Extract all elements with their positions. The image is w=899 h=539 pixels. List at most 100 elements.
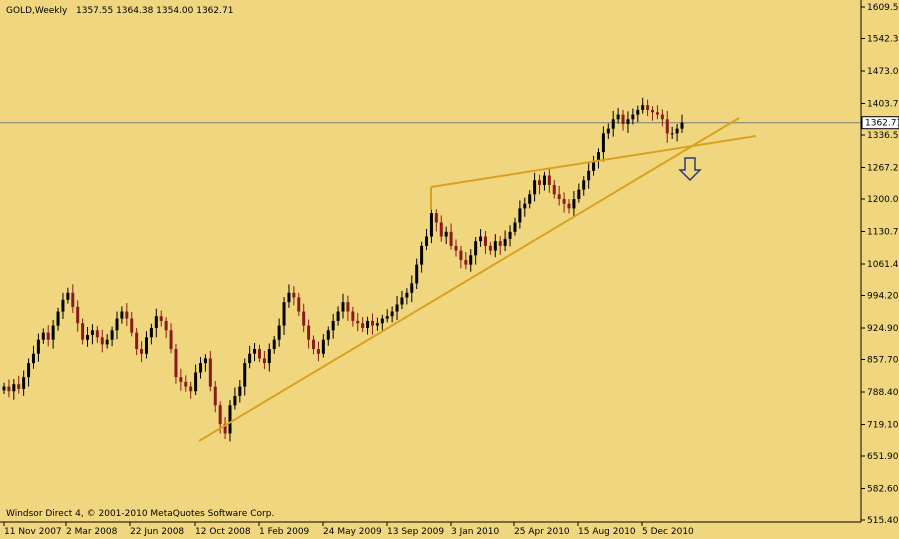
candle bbox=[395, 296, 399, 320]
candle-body bbox=[675, 128, 679, 134]
candles bbox=[2, 97, 684, 442]
candle bbox=[61, 292, 65, 320]
arrow-down-icon[interactable] bbox=[678, 157, 702, 182]
candle-body bbox=[375, 323, 379, 326]
candle-body bbox=[90, 330, 94, 335]
y-tick-label: 1542.30 bbox=[867, 35, 899, 45]
candle bbox=[144, 331, 148, 359]
candle-body bbox=[179, 377, 183, 382]
candle-body bbox=[257, 349, 261, 359]
x-tick-label: 24 May 2009 bbox=[323, 527, 382, 537]
candle-body bbox=[601, 133, 605, 153]
candle bbox=[390, 306, 394, 323]
candle-body bbox=[400, 297, 404, 305]
candle-body bbox=[174, 349, 178, 378]
candle bbox=[90, 324, 94, 345]
candle-body bbox=[312, 339, 316, 350]
candle-body bbox=[464, 259, 468, 265]
candle bbox=[238, 379, 242, 403]
candle bbox=[508, 225, 512, 247]
candle bbox=[410, 275, 414, 303]
candle-body bbox=[199, 363, 203, 373]
candle bbox=[179, 368, 183, 391]
candle-body bbox=[267, 349, 271, 364]
candle-body bbox=[572, 199, 576, 209]
y-tick-label: 651.90 bbox=[867, 452, 899, 462]
candle bbox=[493, 234, 497, 258]
candle bbox=[248, 345, 252, 369]
candle bbox=[253, 342, 257, 362]
candle-body bbox=[51, 325, 55, 340]
candle-body bbox=[479, 236, 483, 242]
candle-body bbox=[552, 184, 556, 195]
candle-body bbox=[184, 381, 188, 387]
candle bbox=[665, 110, 669, 143]
candle bbox=[641, 97, 645, 114]
candle bbox=[425, 229, 429, 251]
candle bbox=[326, 326, 330, 346]
candle-body bbox=[444, 231, 448, 237]
y-tick-label: 1267.20 bbox=[867, 163, 899, 173]
candle-body bbox=[611, 119, 615, 129]
chart-copyright: Windsor Direct 4, © 2001-2010 MetaQuotes… bbox=[6, 509, 274, 519]
candle bbox=[66, 287, 70, 304]
price-axis: 1609.50 1542.30 1473.00 1403.70 1336.50 1267.… bbox=[0, 3, 899, 526]
candle-body bbox=[61, 299, 65, 312]
candle-body bbox=[410, 283, 414, 293]
candle bbox=[626, 111, 630, 133]
trendline-resistance[interactable] bbox=[430, 135, 757, 188]
candle bbox=[405, 288, 409, 305]
candle bbox=[542, 171, 546, 191]
candle-body bbox=[655, 112, 659, 115]
candle bbox=[149, 323, 153, 345]
candle-body bbox=[238, 386, 242, 396]
candle bbox=[533, 172, 537, 202]
candle-body bbox=[164, 320, 168, 331]
candle-body bbox=[538, 180, 542, 185]
candle-body bbox=[395, 304, 399, 312]
candle bbox=[257, 344, 261, 363]
candle bbox=[636, 105, 640, 123]
candle bbox=[483, 230, 487, 254]
candle bbox=[199, 357, 203, 379]
candle-body bbox=[95, 330, 99, 338]
candle-body bbox=[493, 241, 497, 251]
candle-body bbox=[248, 353, 252, 364]
candle bbox=[415, 258, 419, 290]
candle bbox=[469, 249, 473, 272]
candle-body bbox=[621, 114, 625, 124]
candle bbox=[302, 303, 306, 333]
x-tick-label: 3 Jan 2010 bbox=[451, 527, 499, 537]
current-price-label: 1362.71 bbox=[865, 119, 899, 129]
candle-body bbox=[341, 302, 345, 312]
candle-body bbox=[439, 222, 443, 237]
candle-body bbox=[454, 245, 458, 251]
candle bbox=[297, 292, 301, 316]
candle-body bbox=[105, 339, 109, 345]
x-tick-label: 15 Aug 2010 bbox=[578, 527, 636, 537]
y-tick-label: 582.60 bbox=[867, 484, 899, 494]
candle-body bbox=[189, 386, 193, 392]
candle bbox=[587, 163, 591, 189]
trendline-support[interactable] bbox=[198, 117, 740, 442]
candle-body bbox=[282, 302, 286, 326]
candle bbox=[203, 354, 207, 372]
y-tick-label: 719.10 bbox=[867, 420, 899, 430]
candle-body bbox=[46, 332, 50, 340]
candle bbox=[213, 380, 217, 413]
candle-body bbox=[302, 311, 306, 326]
candle bbox=[208, 350, 212, 392]
candle bbox=[439, 215, 443, 242]
candle-body bbox=[459, 250, 463, 260]
candle-body bbox=[27, 363, 31, 378]
candle-body bbox=[542, 175, 546, 185]
candle-body bbox=[130, 318, 134, 333]
candle-body bbox=[498, 241, 502, 246]
candle bbox=[434, 209, 438, 232]
candle bbox=[22, 370, 26, 396]
candle bbox=[86, 327, 90, 347]
overlays bbox=[198, 117, 757, 442]
candle-body bbox=[120, 311, 124, 319]
candle bbox=[100, 329, 104, 353]
candle bbox=[459, 245, 463, 269]
